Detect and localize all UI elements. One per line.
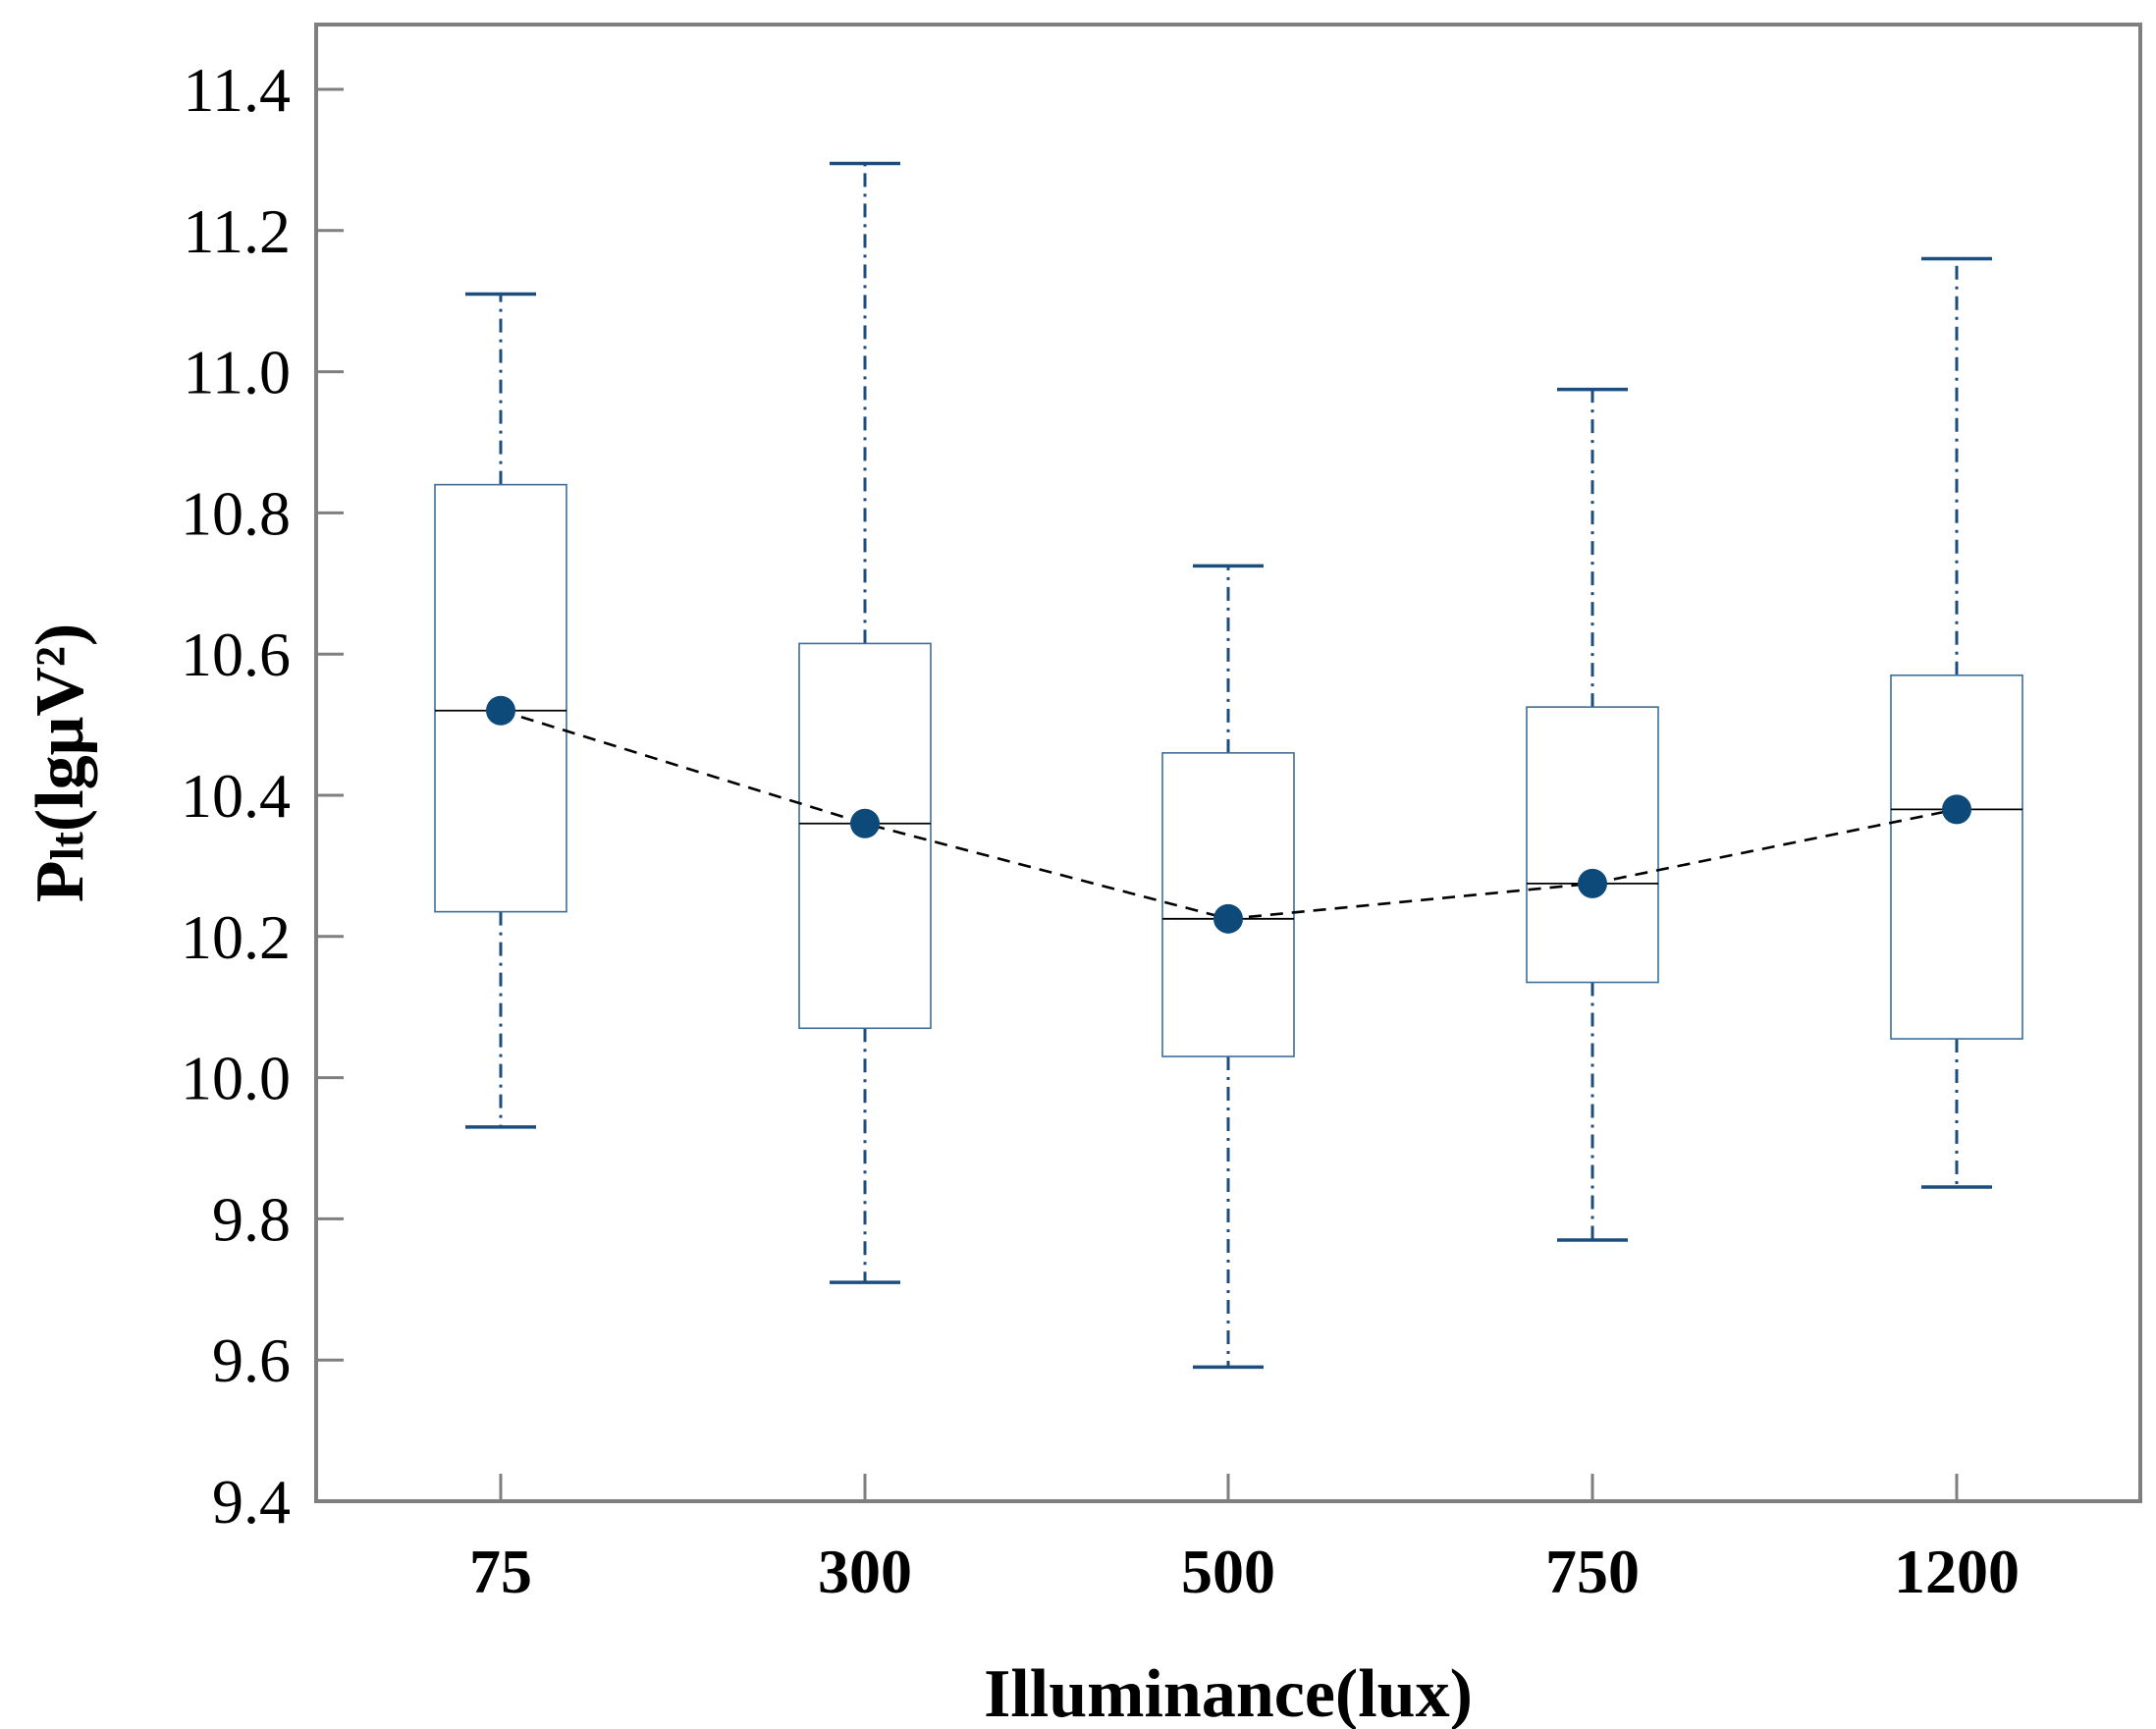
y-tick-label: 10.2	[181, 902, 291, 972]
y-axis-label-main: P	[23, 860, 98, 902]
mean-marker-300	[850, 808, 880, 838]
box-iqr	[1526, 706, 1659, 984]
axis-layer: 9.4 9.6 9.8 10.0 10.2 10.4 10.6 10.8 11.0 11.2 11.…	[181, 55, 2020, 1606]
plot-layer	[434, 161, 2023, 1370]
x-tick-label: 75	[469, 1537, 532, 1606]
y-axis-label-rest: (lgμV²)	[23, 623, 98, 832]
x-tick-label: 300	[818, 1537, 912, 1606]
y-tick-label: 11.2	[183, 196, 291, 266]
y-tick-label: 9.8	[212, 1184, 291, 1254]
y-tick-label: 10.8	[181, 478, 291, 548]
y-tick-label: 9.4	[212, 1467, 291, 1537]
box-iqr	[1161, 752, 1295, 1057]
mean-marker-500	[1213, 903, 1243, 934]
y-tick-label: 10.0	[181, 1044, 291, 1113]
x-tick-label: 500	[1181, 1537, 1275, 1606]
box-group-750	[1526, 387, 1659, 1242]
box-group-500	[1161, 564, 1295, 1370]
mean-marker-1200	[1942, 794, 1971, 825]
y-axis-label: Plt(lgμV²)	[23, 623, 98, 902]
x-tick-label: 750	[1545, 1537, 1640, 1606]
y-tick-label: 11.4	[183, 55, 291, 125]
y-tick-label: 11.0	[183, 338, 291, 407]
y-tick-label: 9.6	[212, 1325, 291, 1395]
mean-marker-75	[486, 695, 515, 726]
box-group-1200	[1890, 256, 2023, 1189]
box-group-300	[798, 161, 932, 1284]
y-axis-label-sub: lt	[41, 832, 93, 860]
box-iqr	[1890, 674, 2023, 1040]
x-tick-label: 1200	[1894, 1537, 2020, 1606]
x-axis-label: Illuminance(lux)	[984, 1656, 1473, 1729]
y-tick-label: 10.4	[181, 761, 291, 831]
y-tick-label: 10.6	[181, 620, 291, 689]
mean-marker-750	[1578, 868, 1607, 898]
